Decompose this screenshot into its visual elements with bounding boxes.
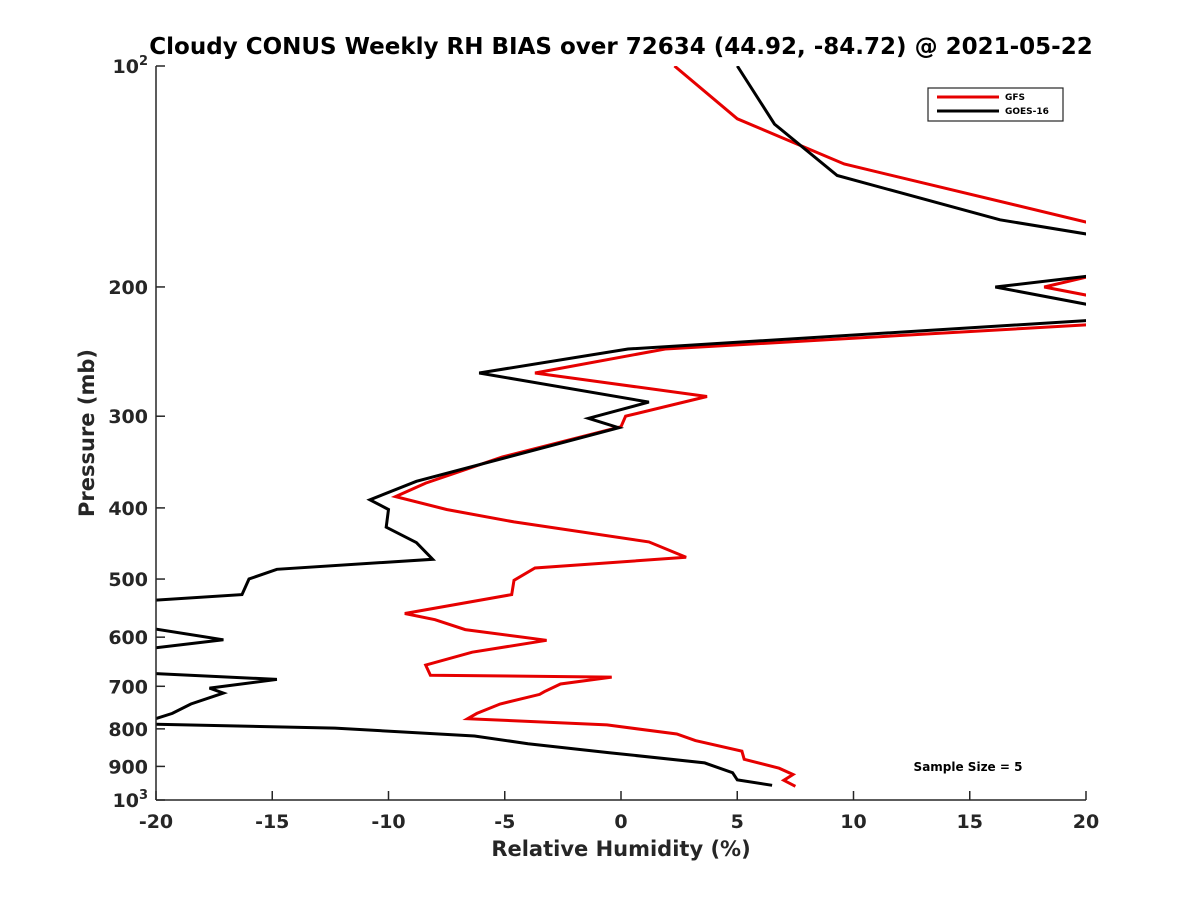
y-tick-label: 102 (113, 54, 149, 78)
y-tick-label: 800 (108, 719, 148, 741)
x-tick-label: 0 (614, 811, 627, 833)
x-tick-label: -5 (494, 811, 515, 833)
sample-size-annotation: Sample Size = 5 (914, 760, 1023, 774)
legend-label: GOES-16 (1005, 107, 1049, 117)
x-tick-label: -10 (371, 811, 405, 833)
legend-box (927, 87, 1064, 122)
y-tick-label: 500 (108, 569, 148, 591)
x-tick-label: 5 (731, 811, 744, 833)
y-axis-label: Pressure (mb) (75, 349, 99, 517)
x-tick-label: 10 (840, 811, 866, 833)
series-line-gfs (390, 66, 1086, 788)
x-tick-label: 20 (1073, 811, 1099, 833)
series-layer (156, 66, 1086, 788)
x-axis-label: Relative Humidity (%) (491, 837, 750, 861)
y-tick-label: 900 (108, 756, 148, 778)
series-line-goes-16 (156, 66, 1086, 787)
axes (155, 65, 1087, 801)
x-tick-label: 15 (957, 811, 983, 833)
chart-title: Cloudy CONUS Weekly RH BIAS over 72634 (… (149, 34, 1092, 60)
tick-labels: -20 -15 -10 -5 0 5 10 15 20 102 200 300 400 500 600 700… (108, 54, 1099, 833)
legend: GFS GOES-16 (927, 87, 1064, 122)
x-tick-label: -20 (139, 811, 173, 833)
y-tick-label: 400 (108, 498, 148, 520)
x-tick-label: -15 (255, 811, 289, 833)
y-tick-label: 600 (108, 627, 148, 649)
y-tick-label: 700 (108, 676, 148, 698)
y-tick-label: 103 (113, 788, 149, 812)
y-tick-label: 300 (108, 406, 148, 428)
y-tick-label: 200 (108, 277, 148, 299)
legend-label: GFS (1005, 93, 1025, 103)
